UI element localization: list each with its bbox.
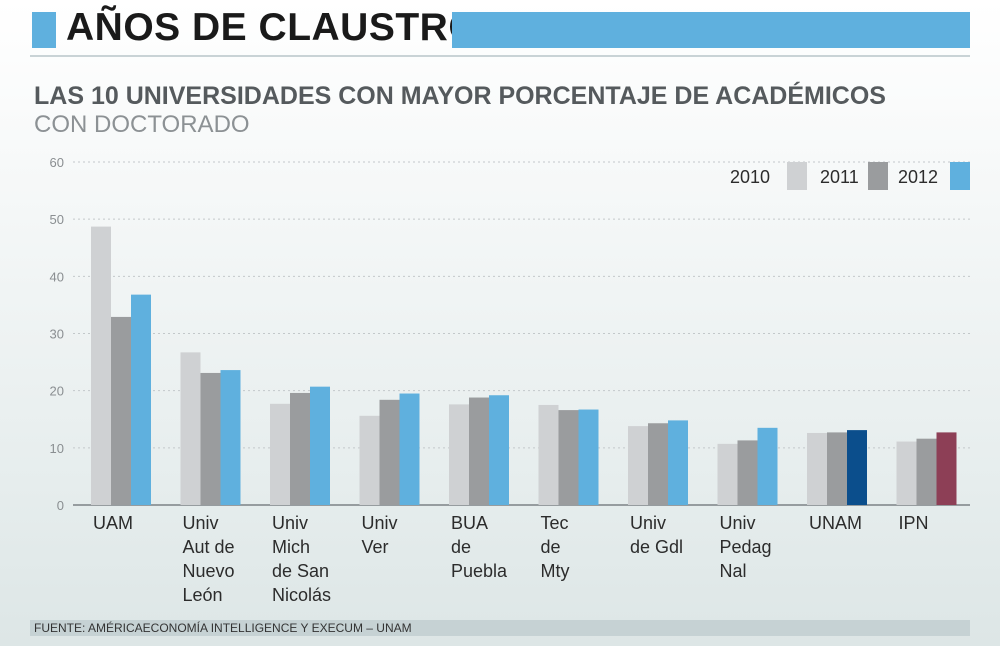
bar-2012-6 (668, 420, 688, 505)
bar-2011-5 (558, 410, 579, 505)
header-divider (30, 55, 970, 57)
x-tick-label: Univ Ver (362, 513, 398, 557)
bar-2011-2 (290, 392, 310, 505)
bar-2011-9 (916, 438, 937, 505)
bars (91, 226, 957, 505)
y-tick-label: 30 (50, 327, 64, 342)
bar-2012-2 (310, 386, 330, 505)
source-note: FUENTE: AMÉRICAECONOMÍA INTELLIGENCE Y E… (34, 621, 412, 635)
y-tick-label: 60 (50, 155, 64, 170)
legend-label-2010: 2010 (730, 167, 770, 187)
bar-2010-6 (628, 426, 648, 505)
bar-2010-7 (717, 443, 738, 505)
bar-2010-3 (359, 415, 380, 505)
legend-swatch-2011 (868, 162, 888, 190)
bar-2010-2 (270, 403, 290, 505)
bar-2012-7 (757, 427, 778, 505)
y-tick-label: 0 (57, 498, 64, 513)
x-tick-label: UAM (93, 513, 133, 533)
bar-2012-4 (489, 395, 509, 505)
bar-2011-4 (469, 397, 489, 505)
x-tick-label: UNAM (809, 513, 862, 533)
bar-2012-9 (936, 432, 957, 505)
y-tick-label: 50 (50, 212, 64, 227)
source-bar (30, 620, 970, 636)
y-tick-label: 40 (50, 269, 64, 284)
bar-2010-1 (180, 352, 201, 505)
x-tick-label: Univ de Gdl (630, 513, 683, 557)
x-axis-labels: UAM Univ Aut de Nuevo León Univ Mich de San Nico… (93, 513, 929, 605)
bar-2010-4 (449, 404, 469, 505)
legend-swatch-2010 (787, 162, 807, 190)
legend-swatch-2012 (950, 162, 970, 190)
x-tick-label: BUA de Puebla (451, 513, 508, 581)
bar-2010-5 (538, 404, 559, 505)
bar-2011-0 (111, 316, 131, 505)
x-tick-label: IPN (899, 513, 929, 533)
bar-2012-0 (131, 294, 151, 505)
x-tick-label: Univ Pedag Nal (720, 513, 772, 581)
header-accent-bar (452, 12, 970, 48)
bar-2011-3 (379, 399, 400, 505)
bar-2010-9 (896, 441, 917, 505)
bar-2012-8 (847, 430, 867, 505)
legend-label-2012: 2012 (898, 167, 938, 187)
page-title: AÑOS DE CLAUSTRO (66, 6, 480, 49)
header-accent-block (32, 12, 56, 48)
bar-2012-1 (220, 370, 241, 505)
y-tick-label: 10 (50, 441, 64, 456)
bar-2011-7 (737, 440, 758, 505)
y-tick-label: 20 (50, 384, 64, 399)
x-tick-label: Tec de Mty (541, 513, 570, 581)
bar-2011-6 (648, 423, 668, 505)
legend: 2010 2011 2012 (730, 162, 970, 190)
chart-subtitle: CON DOCTORADO (34, 111, 250, 138)
bar-2011-8 (827, 432, 847, 505)
bar-2011-1 (200, 372, 221, 505)
bar-2010-0 (91, 226, 111, 505)
x-tick-label: Univ Mich de San Nicolás (272, 513, 331, 605)
bar-2012-3 (399, 393, 420, 505)
bar-2010-8 (807, 432, 827, 505)
chart-title: LAS 10 UNIVERSIDADES CON MAYOR PORCENTAJ… (34, 82, 886, 110)
legend-label-2011: 2011 (820, 167, 859, 187)
x-tick-label: Univ Aut de Nuevo León (183, 513, 235, 605)
bar-2012-5 (578, 409, 599, 505)
